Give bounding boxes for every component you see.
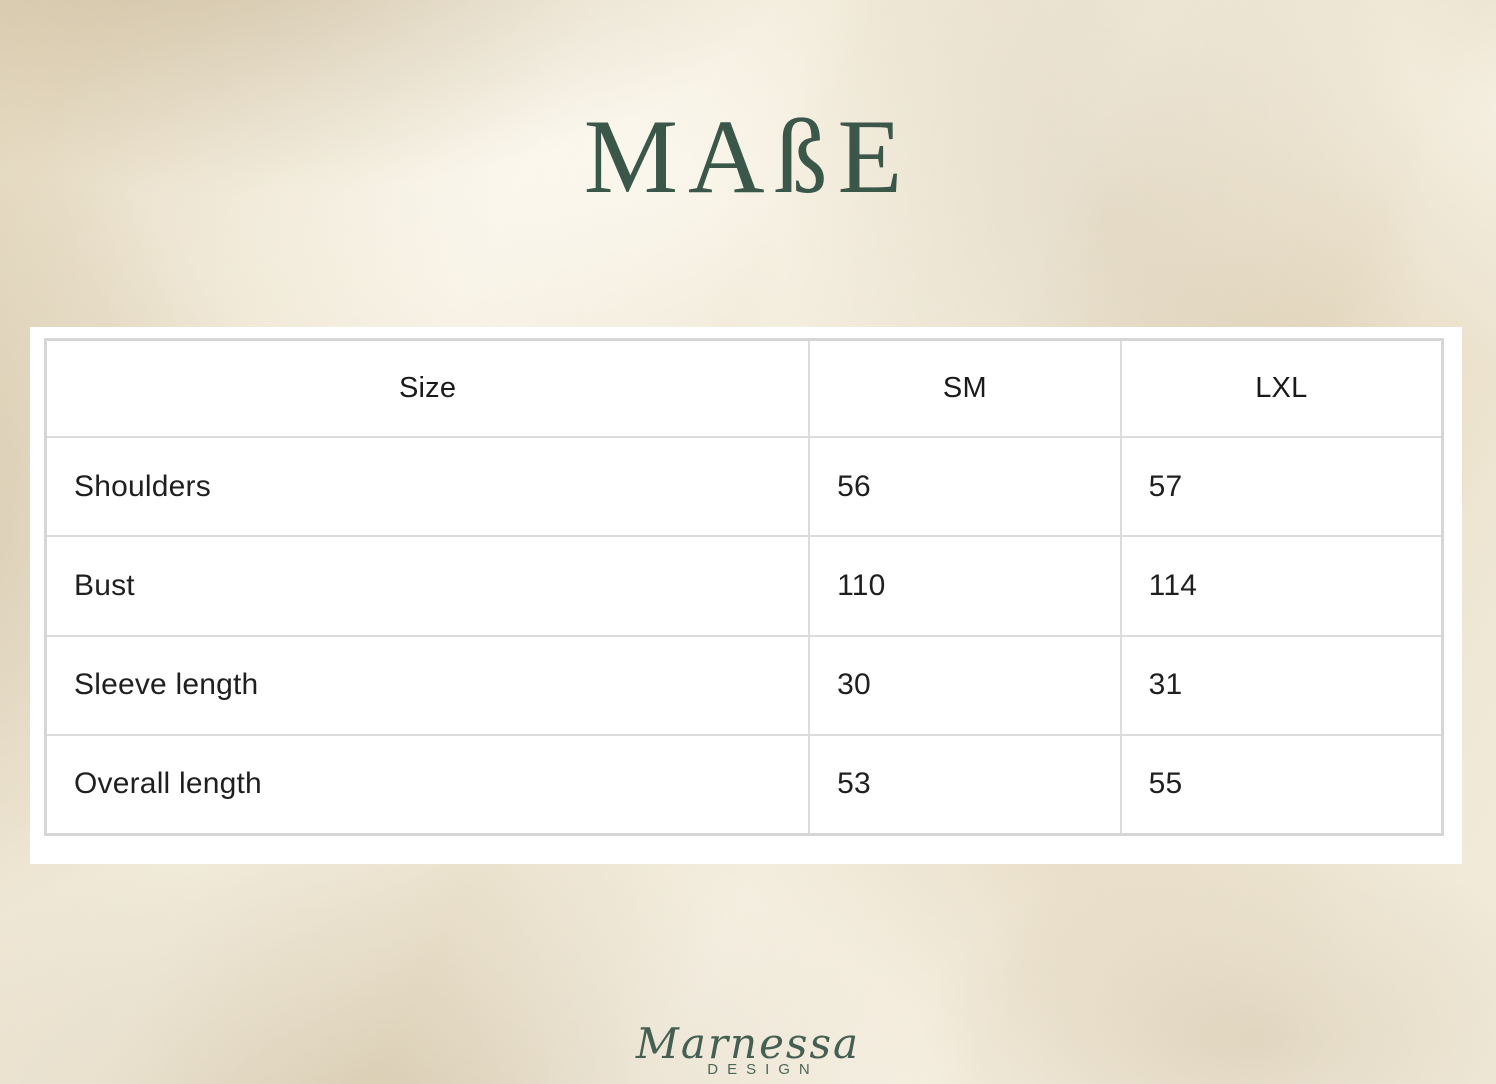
row-label: Shoulders <box>74 469 211 503</box>
column-header-lxl: LXL <box>1119 341 1441 436</box>
table-row-shoulders: Shoulders 56 57 <box>47 436 1441 536</box>
column-header-size: Size <box>398 372 457 404</box>
table-header-row: Size SM LXL <box>47 341 1441 436</box>
value-lxl: 114 <box>1119 537 1441 635</box>
column-header-sm: SM <box>808 341 1120 436</box>
brand-logo: Marnessa DESIGN <box>0 1019 1496 1079</box>
value-lxl: 55 <box>1119 735 1441 833</box>
value-sm: 53 <box>808 735 1120 833</box>
value-sm: 30 <box>808 636 1120 734</box>
value-lxl: 31 <box>1119 636 1441 734</box>
brand-subtitle: DESIGN <box>707 1061 819 1078</box>
table-row-bust: Bust 110 114 <box>47 535 1441 635</box>
row-label: Bust <box>74 568 135 602</box>
table-frame: Size SM LXL Shoulders 56 57 Bust 110 114… <box>30 327 1462 864</box>
value-sm: 56 <box>808 438 1120 536</box>
value-lxl: 57 <box>1119 438 1441 536</box>
page-title: MAßE <box>583 98 913 215</box>
table-row-sleeve-length: Sleeve length 30 31 <box>47 634 1441 734</box>
size-table: Size SM LXL Shoulders 56 57 Bust 110 114… <box>44 338 1444 836</box>
row-label: Sleeve length <box>74 668 259 702</box>
row-label: Overall length <box>74 767 262 801</box>
brand-name: Marnessa <box>635 1019 861 1068</box>
value-sm: 110 <box>808 537 1120 635</box>
table-row-overall-length: Overall length 53 55 <box>47 733 1441 833</box>
